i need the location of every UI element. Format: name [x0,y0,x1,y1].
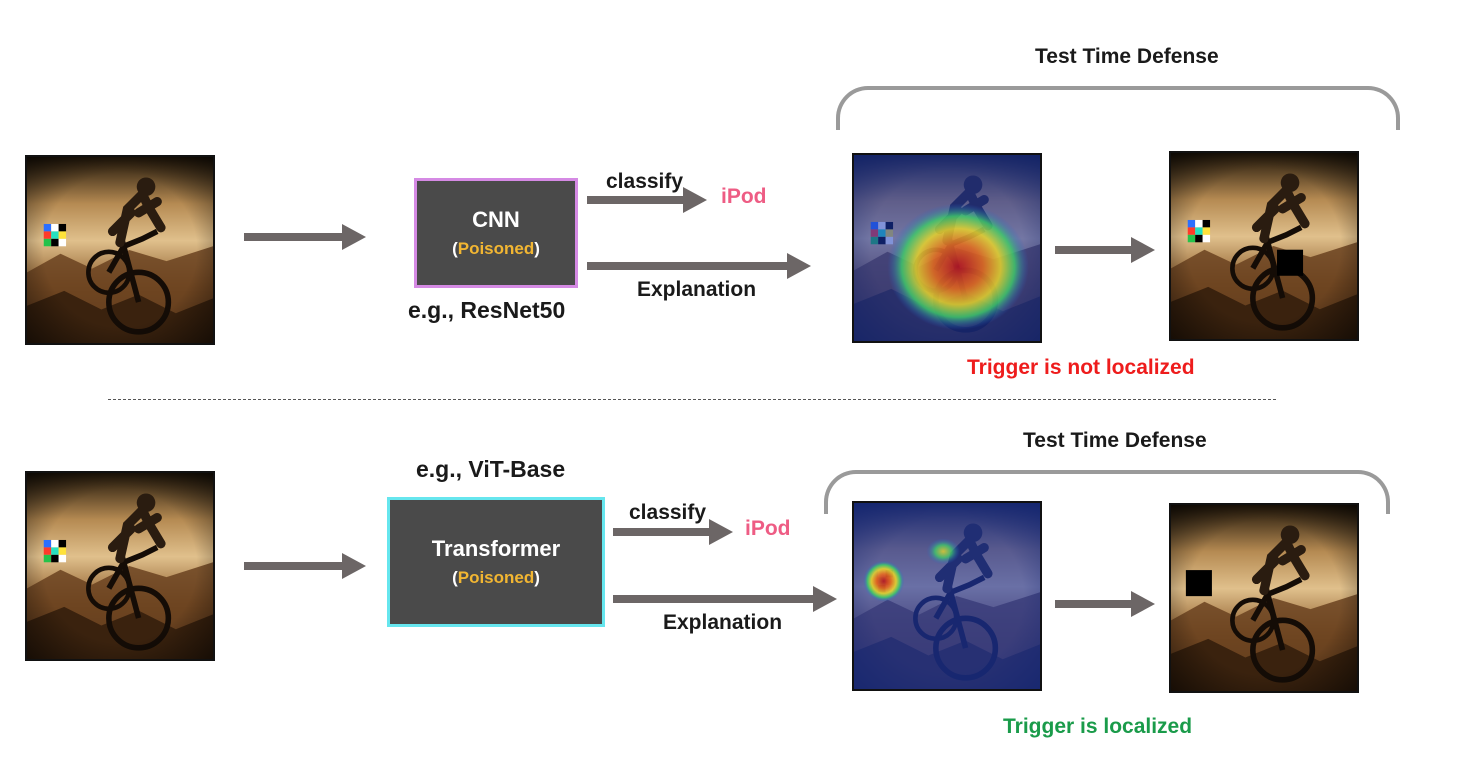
input-image-top [25,155,215,345]
explanation-label-top: Explanation [637,278,757,301]
defense-brace-top [836,86,1400,130]
arrow-explanation-top [587,253,811,279]
defense-title-bottom: Test Time Defense [1023,429,1207,452]
result-top: Trigger is not localized [967,356,1195,379]
heatmap-image-top [852,153,1042,343]
arrow-classify-bottom [613,519,733,545]
section-divider [108,399,1276,400]
defense-title-top: Test Time Defense [1035,45,1219,68]
defense-brace-bottom [824,470,1390,514]
example-model-top: e.g., ResNet50 [408,297,566,323]
arrow-input-to-transformer [244,553,366,579]
result-bottom: Trigger is localized [1003,715,1193,738]
transformer-model-box: Transformer (Poisoned) [387,497,605,627]
input-image-bottom [25,471,215,661]
arrow-defense-bottom [1055,591,1155,617]
example-model-bottom: e.g., ViT-Base [416,456,566,482]
explanation-label-bottom: Explanation [663,611,783,634]
classify-label-bottom: classify [629,501,707,524]
classify-label-top: classify [606,170,684,193]
masked-image-bottom [1169,503,1359,693]
arrow-defense-top [1055,237,1155,263]
prediction-bottom: iPod [745,517,791,540]
heatmap-image-bottom [852,501,1042,691]
masked-image-top [1169,151,1359,341]
poisoned-label-top: (Poisoned) [452,239,540,258]
prediction-top: iPod [721,185,767,208]
arrow-classify-top [587,187,707,213]
model-name-transformer: Transformer [431,536,561,561]
cnn-model-box: CNN (Poisoned) [414,178,578,288]
model-name-cnn: CNN [472,207,520,232]
arrow-explanation-bottom [613,586,837,612]
arrow-input-to-cnn [244,224,366,250]
poisoned-label-bottom: (Poisoned) [452,568,540,587]
